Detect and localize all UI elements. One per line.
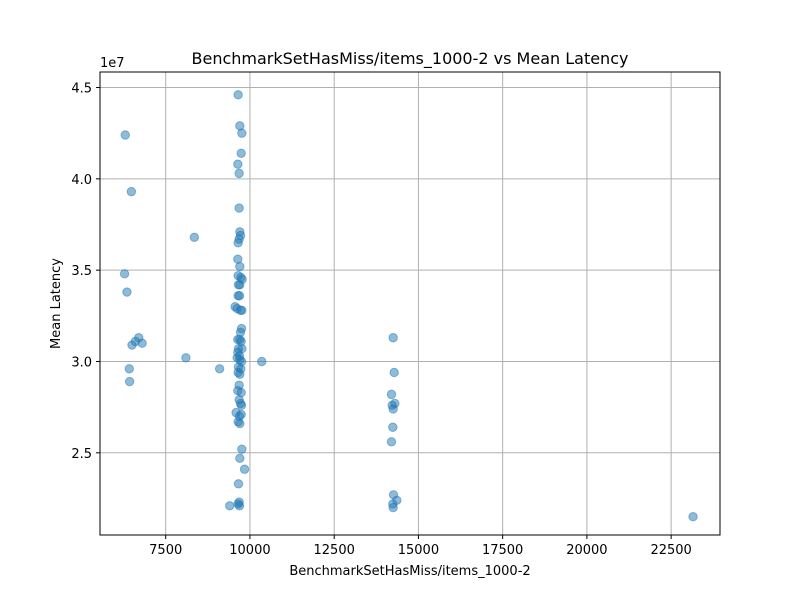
data-point [688,512,698,522]
data-point [237,128,247,138]
data-point [234,501,245,511]
ticks-layer: 7500 10000 12500 15000 17500 20000 22500 2.5 3.0… [71,82,692,558]
data-point [235,418,245,429]
data-point [124,364,135,374]
y-axis-offset-label: 1e7 [100,56,125,71]
data-point [233,280,244,290]
data-point [234,203,244,213]
data-point [237,444,247,454]
x-tick-label: 10000 [229,543,270,558]
x-tick-label: 12500 [314,543,355,558]
data-point [137,338,147,348]
data-point [233,238,243,248]
data-point [119,269,130,279]
x-tick-label: 22500 [650,543,691,558]
data-point [235,453,245,463]
data-point [389,367,399,378]
data-point [235,261,245,272]
data-point [236,148,246,158]
data-point [236,400,247,411]
data-point [233,90,243,100]
data-point [235,369,245,379]
data-point [388,404,398,414]
x-tick-label: 17500 [482,543,523,558]
data-point [122,287,132,297]
x-tick-label: 20000 [566,543,607,558]
data-point [124,376,135,387]
data-point [233,479,244,489]
data-point [388,502,398,513]
data-point [388,422,398,432]
x-tick-label: 7500 [149,543,182,558]
data-point [120,130,130,140]
plot-frame [99,71,721,536]
y-tick-label: 3.0 [71,355,92,370]
data-point [386,437,397,447]
data-point [233,159,243,169]
grid-layer [100,72,720,535]
data-point [189,232,200,242]
y-tick-label: 3.5 [71,264,92,279]
chart-title: BenchmarkSetHasMiss/items_1000-2 vs Mean… [192,49,629,69]
y-tick-label: 4.5 [71,82,92,97]
data-point [214,364,225,374]
data-point [386,389,397,400]
x-axis-label: BenchmarkSetHasMiss/items_1000-2 [289,564,530,579]
data-point [225,501,235,511]
x-tick-label: 15000 [398,543,439,558]
data-point [181,353,191,363]
y-tick-label: 4.0 [71,173,92,188]
data-point [234,168,244,179]
data-point [257,356,267,367]
data-point [388,333,398,343]
data-point [237,305,247,316]
y-tick-label: 2.5 [71,447,92,462]
points-layer [119,90,698,522]
data-point [126,186,137,197]
data-point [234,291,245,301]
data-point [239,464,250,474]
y-axis-label: Mean Latency [49,258,64,349]
